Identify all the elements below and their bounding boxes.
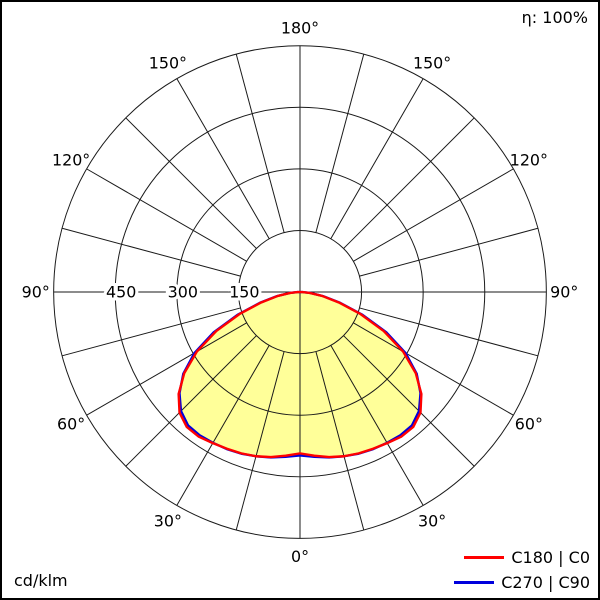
radial-gridline <box>176 345 270 506</box>
radial-gridline <box>343 335 475 467</box>
angle-label-60-right: 60° <box>515 415 543 434</box>
radial-gridline <box>235 351 285 531</box>
legend-label-c270-c90: C270 | C90 <box>501 573 590 592</box>
radial-gridline <box>359 307 539 357</box>
legend-line-c270-c90 <box>454 581 495 584</box>
radial-gridline <box>235 54 285 233</box>
radial-gridline <box>330 345 424 506</box>
radial-gridline <box>176 78 270 239</box>
radial-gridline <box>315 351 365 531</box>
radial-gridline <box>61 227 241 277</box>
radial-gridline <box>343 117 475 249</box>
unit-label: cd/klm <box>14 571 68 590</box>
angle-label-60-left: 60° <box>57 415 85 434</box>
angle-label-30-left: 30° <box>154 511 182 530</box>
radial-gridline <box>359 227 539 277</box>
angle-label-150-left: 150° <box>149 54 187 73</box>
angle-label-120-left: 120° <box>52 150 90 169</box>
legend: C180 | C0 C270 | C90 <box>454 548 590 592</box>
radial-gridline <box>353 322 514 416</box>
radial-gridline <box>330 78 424 239</box>
radial-gridline <box>125 335 257 467</box>
radial-gridline <box>353 168 514 262</box>
radial-gridline <box>315 54 365 233</box>
ring-tick-label-150: 150 <box>229 283 259 302</box>
legend-label-c180-c0: C180 | C0 <box>511 548 590 567</box>
series-curve-0 <box>177 290 423 459</box>
ring-tick-label-300: 300 <box>168 283 198 302</box>
ring-tick-label-450: 450 <box>106 283 136 302</box>
angle-label-120-right: 120° <box>510 150 548 169</box>
angle-label-90-right: 90° <box>550 283 578 302</box>
legend-item-c180-c0: C180 | C0 <box>464 548 590 567</box>
radial-gridline <box>86 168 247 262</box>
radial-gridline <box>61 307 241 357</box>
angle-label-30-right: 30° <box>418 511 446 530</box>
legend-item-c270-c90: C270 | C90 <box>454 573 590 592</box>
efficiency-label: η: 100% <box>521 8 588 27</box>
angle-label-150-right: 150° <box>413 54 451 73</box>
legend-line-c180-c0 <box>464 556 505 559</box>
radial-gridline <box>86 322 247 416</box>
radial-gridline <box>125 117 257 249</box>
angle-label-90-left: 90° <box>22 283 50 302</box>
angle-label-0: 0° <box>291 547 309 566</box>
angle-label-180: 180° <box>281 18 319 37</box>
